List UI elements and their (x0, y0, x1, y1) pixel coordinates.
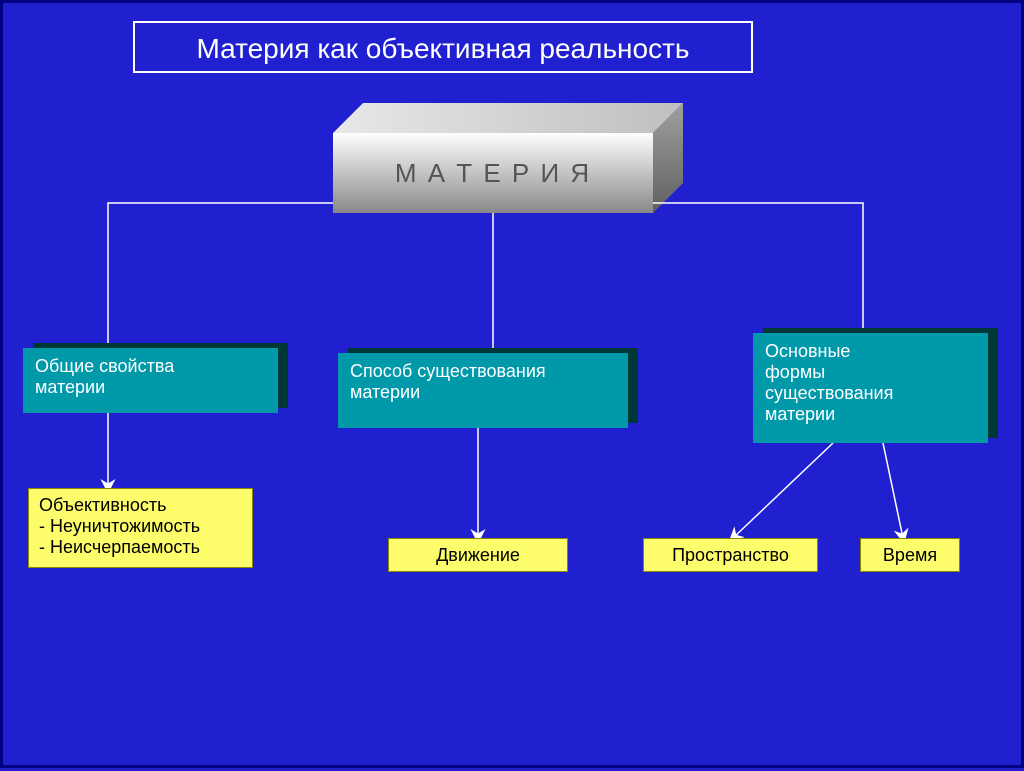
mid-node-label: Общие свойства материи (23, 348, 278, 413)
root-node-front: М А Т Е Р И Я (333, 133, 653, 213)
leaf-node-time: Время (860, 538, 960, 572)
mid-node-mode: Способ существования материи (338, 353, 638, 438)
mid-node-label: Основные формы существования материи (753, 333, 988, 443)
root-node-label: М А Т Е Р И Я (395, 158, 591, 189)
leaf-node-objectivity: Объективность - Неуничтожимость - Неисче… (28, 488, 253, 568)
root-node: М А Т Е Р И Я (333, 103, 683, 213)
mid-node-label: Способ существования материи (338, 353, 628, 428)
slide-title: Материя как объективная реальность (133, 21, 753, 73)
mid-node-forms: Основные формы существования материи (753, 333, 998, 453)
leaf-node-motion: Движение (388, 538, 568, 572)
slide-title-text: Материя как объективная реальность (196, 33, 689, 64)
leaf-node-space: Пространство (643, 538, 818, 572)
mid-node-props: Общие свойства материи (23, 348, 288, 423)
